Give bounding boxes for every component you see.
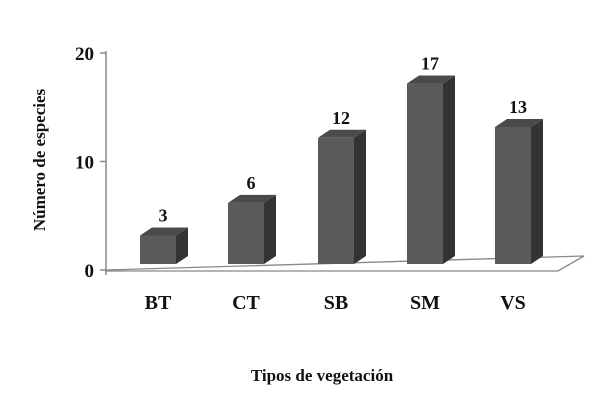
data-label: 6 [247, 173, 256, 193]
bar-side-face [264, 194, 276, 264]
bar-top-face [140, 227, 188, 236]
bar-CT [228, 194, 276, 264]
bar-side-face [443, 75, 455, 264]
chart-bars [140, 75, 543, 264]
x-tick-label: SM [410, 292, 440, 314]
bar-VS [495, 118, 543, 264]
bar-front-face [407, 83, 443, 264]
bar-top-face [228, 194, 276, 203]
bar-front-face [495, 126, 531, 264]
y-tick-label: 20 [75, 44, 94, 65]
bar-top-face [495, 118, 543, 127]
bar-front-face [228, 202, 264, 264]
x-tick-label: SB [324, 292, 348, 314]
bar-BT [140, 227, 188, 264]
x-tick-label: CT [232, 292, 260, 314]
data-label: 17 [421, 54, 439, 74]
bar-top-face [318, 129, 366, 138]
chart-labels: 3 BT 6 CT 12 SB 17 SM 13 VS [145, 54, 527, 314]
bar-side-face [176, 227, 188, 264]
x-tick-label: VS [500, 292, 526, 314]
y-tick-label: 10 [75, 153, 94, 174]
bar-SM [407, 75, 455, 264]
x-axis-title: Tipos de vegetación [251, 366, 394, 385]
bar-side-face [354, 129, 366, 264]
bar-front-face [140, 235, 176, 264]
bar-top-face [407, 75, 455, 84]
data-label: 3 [159, 205, 168, 225]
bar-SB [318, 129, 366, 264]
data-label: 13 [509, 97, 527, 117]
y-tick-label: 0 [85, 261, 95, 282]
bar-front-face [318, 137, 354, 264]
x-tick-label: BT [145, 292, 172, 314]
y-axis-title: Número de especies [30, 88, 49, 231]
data-label: 12 [332, 108, 350, 128]
bar-side-face [531, 118, 543, 264]
